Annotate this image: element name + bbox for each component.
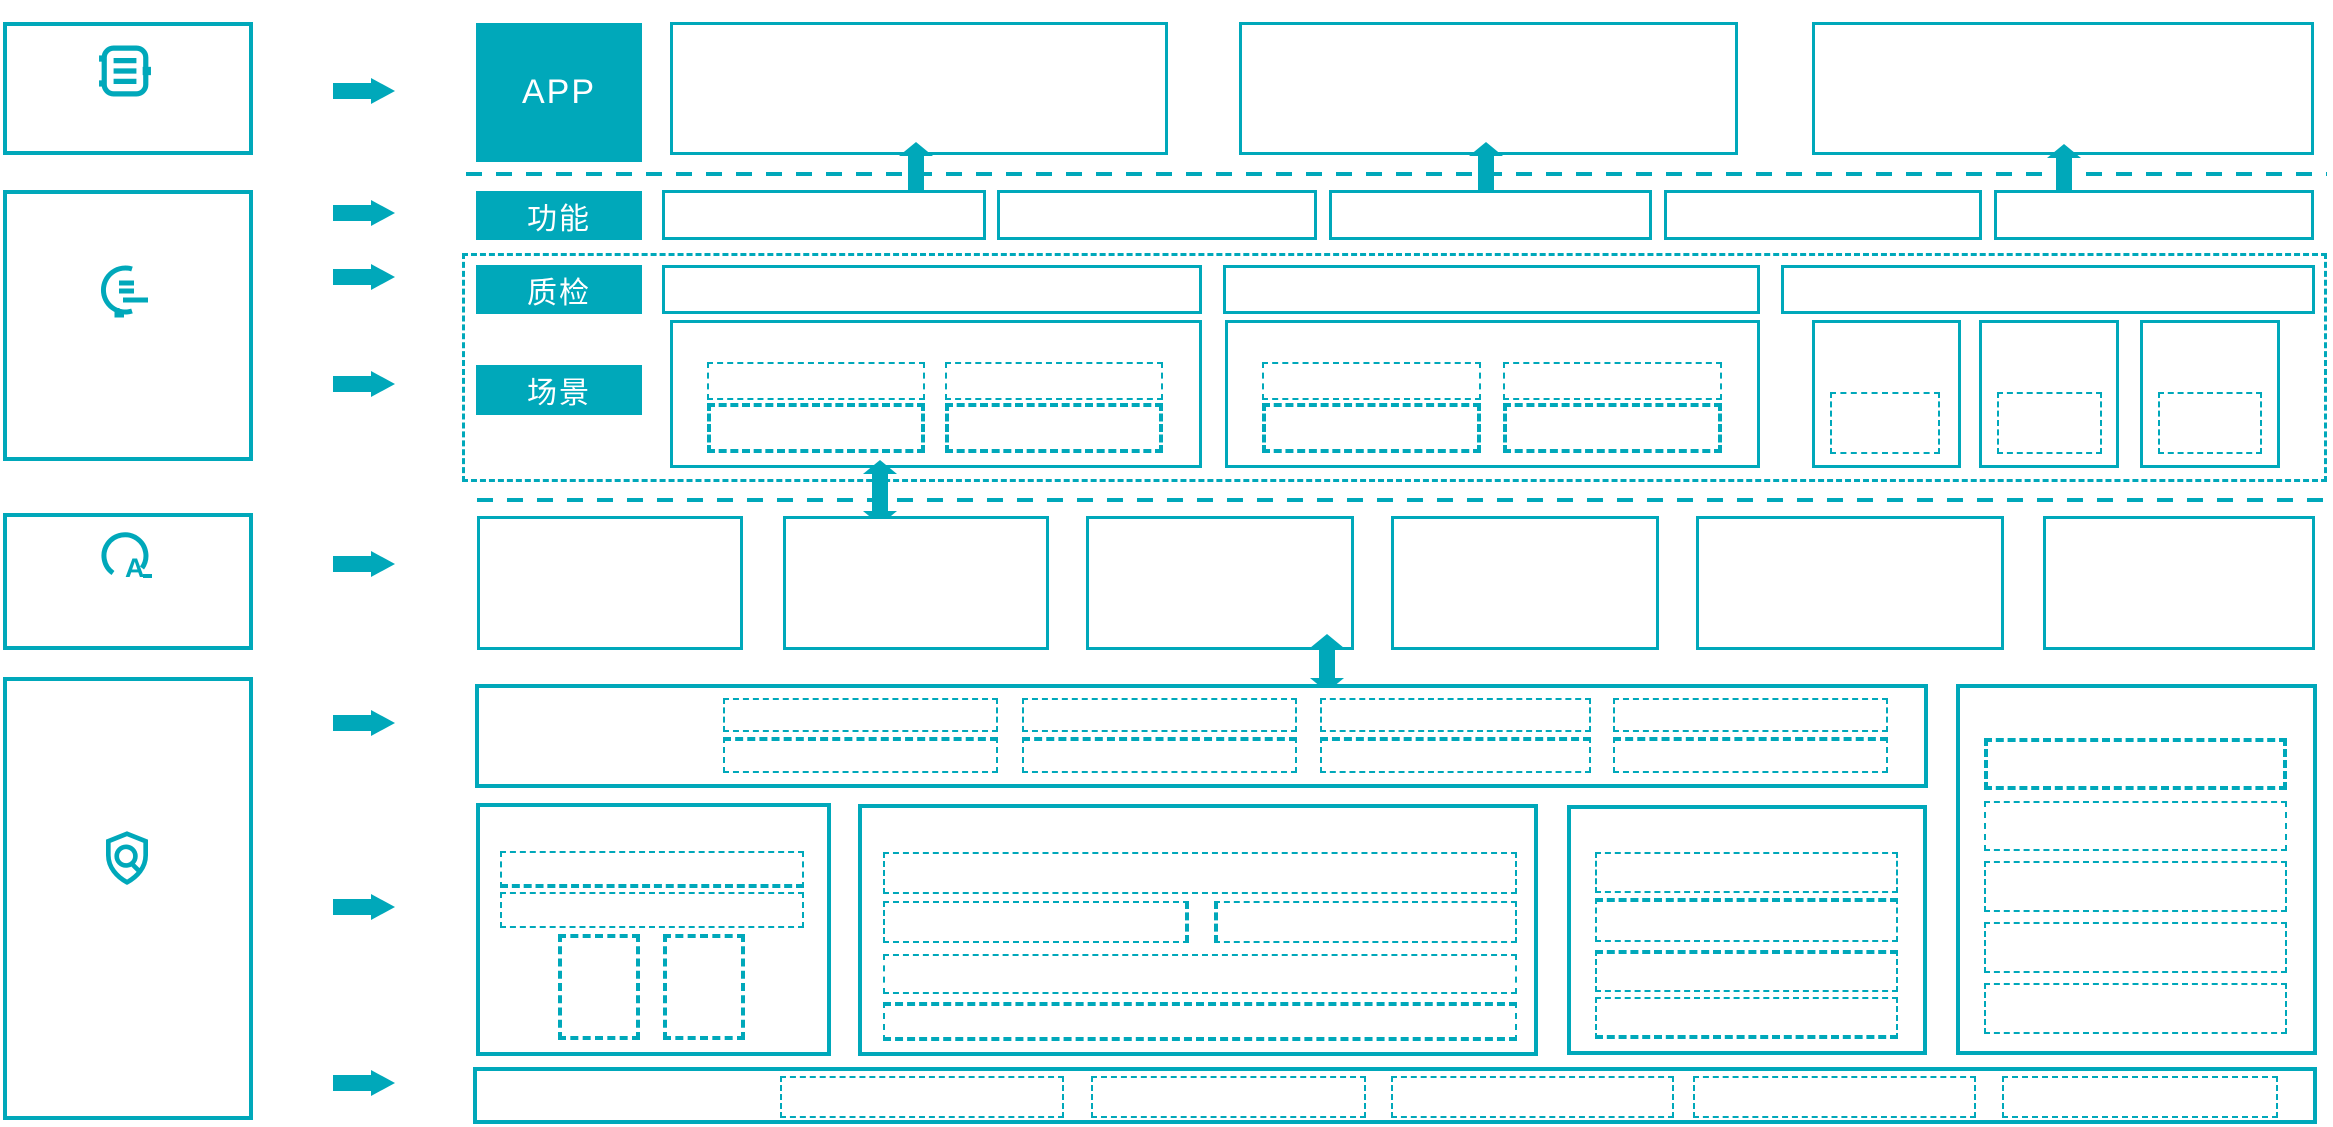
function-chip: 功能 (476, 191, 642, 240)
detail-slot (883, 901, 1189, 943)
bottom-slot (1091, 1076, 1366, 1118)
platform-slot (723, 698, 998, 732)
scene-group-1 (670, 320, 1202, 468)
panel-app-layer (3, 22, 253, 155)
right-arrow (333, 551, 395, 577)
ai-module-box-1 (477, 516, 743, 650)
scene-chip-label: 场景 (527, 377, 591, 410)
app-chip-label: APP (521, 73, 597, 111)
right-arrow (333, 894, 395, 920)
detail-slot-strong (883, 1002, 1517, 1041)
layer-divider-1 (466, 172, 2327, 176)
platform-slot (1022, 698, 1297, 732)
message-list-icon (95, 44, 155, 98)
platform-slot (1320, 698, 1591, 732)
scene-slot-strong (1503, 403, 1722, 453)
side-slot (1984, 861, 2287, 912)
layer-divider-2 (477, 498, 2333, 502)
side-slot (1984, 801, 2287, 851)
scene-group-2 (1225, 320, 1760, 468)
quality-shield-icon (100, 830, 154, 886)
function-box-1 (662, 190, 986, 240)
function-box-3 (1329, 190, 1652, 240)
function-box-2 (997, 190, 1317, 240)
scene-slot-strong (1262, 403, 1481, 453)
detail-slot-strong-top (1595, 898, 1898, 942)
scene-slot (1830, 392, 1940, 454)
detail-box-3 (1567, 805, 1927, 1055)
right-arrow (333, 371, 395, 397)
side-slot (1984, 983, 2287, 1034)
detail-slot (500, 892, 804, 928)
bottom-slot (780, 1076, 1064, 1118)
ai-module-box-4 (1391, 516, 1659, 650)
svg-text:A: A (125, 553, 145, 583)
platform-slot-strong-top (1613, 737, 1888, 773)
platform-slot-strong-top (1320, 737, 1591, 773)
quality-box-1 (662, 265, 1202, 314)
scene-slot-strong (945, 403, 1163, 453)
detail-slot (883, 852, 1517, 894)
ai-module-box-2 (783, 516, 1049, 650)
ai-module-box-6 (2043, 516, 2315, 650)
app-module-box-3 (1812, 22, 2314, 155)
platform-strip-box (475, 684, 1928, 788)
platform-side-box (1956, 684, 2317, 1055)
quality-box-3 (1781, 265, 2315, 314)
ai-module-box-5 (1696, 516, 2004, 650)
panel-function-layer (3, 190, 253, 461)
bottom-slot (1693, 1076, 1976, 1118)
scene-slot (1997, 392, 2102, 454)
platform-slot (1613, 698, 1888, 732)
detail-box-2 (858, 804, 1538, 1056)
function-box-5 (1994, 190, 2314, 240)
right-arrow (333, 1070, 395, 1096)
platform-slot-strong-top (723, 737, 998, 773)
scene-chip: 场景 (476, 365, 642, 415)
function-box-4 (1664, 190, 1982, 240)
ai-module-box-3 (1086, 516, 1354, 650)
scene-slot-strong (707, 403, 925, 453)
detail-slot (883, 954, 1517, 994)
detail-slot-strong-top (1595, 950, 1898, 992)
scene-small-group-3 (2140, 320, 2280, 468)
quality-scene-dashed-container (462, 253, 2327, 482)
scene-small-group-2 (1979, 320, 2119, 468)
scene-slot (1503, 362, 1722, 400)
right-arrow (333, 78, 395, 104)
platform-slot-strong-top (1022, 737, 1297, 773)
detail-slot-strong (663, 934, 745, 1040)
right-arrow (333, 264, 395, 290)
app-module-box-1 (670, 22, 1168, 155)
ai-assistant-head-icon: A (98, 530, 154, 586)
detail-slot (1214, 901, 1517, 943)
quality-box-2 (1223, 265, 1760, 314)
scene-slot (1262, 362, 1481, 400)
side-slot-strong (1984, 738, 2287, 790)
right-arrow (333, 200, 395, 226)
scene-small-group-1 (1812, 320, 1961, 468)
service-agent-icon (92, 260, 152, 320)
scene-slot (707, 362, 925, 400)
side-slot (1984, 922, 2287, 973)
detail-box-1 (476, 803, 831, 1056)
app-module-box-2 (1239, 22, 1738, 155)
quality-chip: 质检 (476, 265, 642, 314)
right-arrow (333, 710, 395, 736)
scene-slot (2158, 392, 2262, 454)
bottom-slot (1391, 1076, 1674, 1118)
panel-quality-layer (3, 677, 253, 1120)
scene-slot (945, 362, 1163, 400)
app-chip: APP (476, 23, 642, 162)
detail-slot (1595, 997, 1898, 1039)
function-chip-label: 功能 (527, 202, 591, 236)
detail-slot (500, 851, 804, 888)
detail-slot (1595, 852, 1898, 893)
detail-slot-strong (558, 934, 640, 1040)
bottom-slot (2002, 1076, 2278, 1118)
quality-chip-label: 质检 (527, 276, 591, 310)
